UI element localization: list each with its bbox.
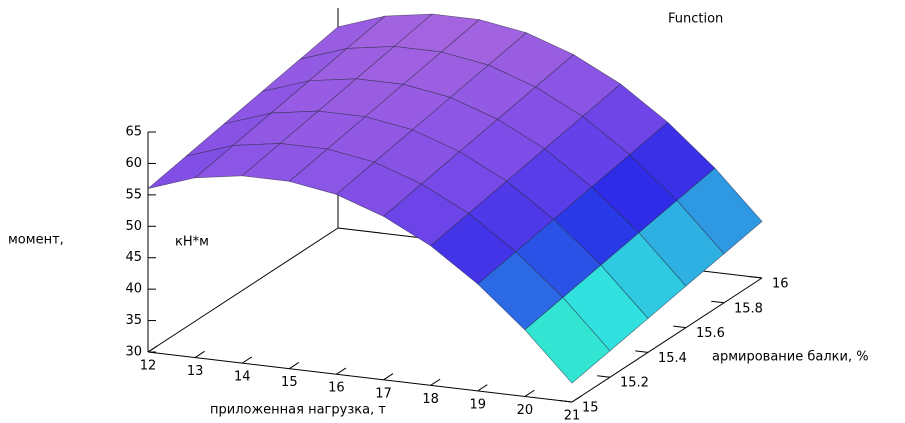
- x-tick: [430, 378, 441, 386]
- x-axis-label: приложенная нагрузка, т: [210, 403, 386, 418]
- y-axis-label: армирование балки, %: [712, 350, 869, 365]
- y-tick-label: 16: [772, 277, 789, 292]
- z-axis-label: момент,: [8, 233, 64, 248]
- x-tick: [336, 367, 347, 375]
- x-tick: [524, 389, 535, 397]
- x-tick: [383, 373, 394, 381]
- x-tick-label: 15: [281, 375, 298, 390]
- z-tick-label: 35: [125, 313, 142, 328]
- x-axis: [147, 351, 573, 403]
- z-tick-label: 60: [125, 156, 142, 171]
- y-tick-label: 15.4: [658, 351, 687, 366]
- x-tick-label: 18: [422, 392, 439, 407]
- surface-cell: [524, 297, 611, 384]
- z-tick-label: 50: [125, 219, 142, 234]
- y-tick: [673, 325, 687, 329]
- y-tick: [635, 350, 649, 353]
- base-line: [147, 227, 339, 353]
- x-tick-label: 19: [470, 397, 487, 412]
- z-tick-label: 45: [125, 250, 142, 265]
- z-tick-label: 65: [125, 125, 142, 140]
- z-tick-label: 40: [125, 282, 142, 297]
- y-tick-label: 15.2: [620, 376, 649, 391]
- y-tick: [597, 375, 611, 378]
- y-tick-label: 15.8: [734, 301, 763, 316]
- y-tick-label: 15.6: [696, 326, 725, 341]
- x-tick: [571, 395, 582, 403]
- z-tick-label: 55: [125, 187, 142, 202]
- x-tick: [289, 362, 300, 370]
- x-tick: [147, 345, 158, 353]
- x-tick-label: 20: [517, 403, 534, 418]
- y-tick: [711, 300, 725, 304]
- x-tick: [241, 356, 252, 364]
- x-tick: [477, 384, 488, 392]
- x-tick-label: 12: [140, 359, 157, 374]
- x-tick-label: 16: [328, 381, 345, 396]
- x-tick-label: 17: [375, 386, 392, 401]
- x-tick-label: 13: [187, 364, 204, 379]
- x-tick-label: 14: [234, 370, 251, 385]
- legend-title: Function: [668, 12, 723, 27]
- y-tick: [749, 276, 763, 279]
- y-tick-label: 15: [582, 401, 599, 416]
- x-tick: [194, 350, 205, 358]
- y-axis: [571, 277, 763, 403]
- z-axis-label: кН*м: [175, 235, 209, 250]
- x-tick-label: 21: [564, 409, 581, 423]
- y-tick: [559, 400, 573, 403]
- z-tick-label: 30: [125, 345, 142, 360]
